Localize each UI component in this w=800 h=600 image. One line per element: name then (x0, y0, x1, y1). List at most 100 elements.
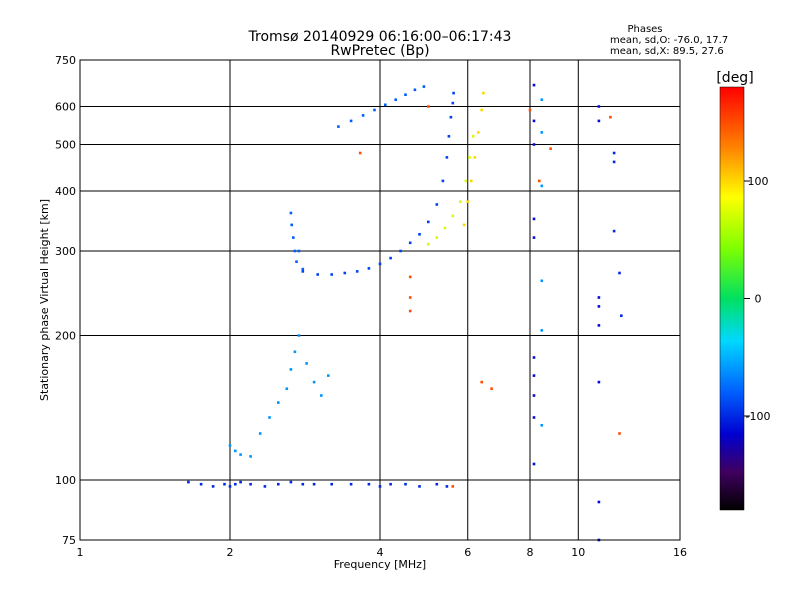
data-point (532, 217, 536, 221)
stats-line-x: mean, sd,X: 89.5, 27.6 (610, 46, 724, 57)
data-point (464, 179, 468, 183)
data-point (349, 119, 353, 123)
data-point (612, 151, 616, 155)
data-point (597, 380, 601, 384)
data-point (540, 131, 544, 134)
data-point (234, 449, 237, 453)
data-point (597, 500, 601, 504)
data-point (618, 432, 621, 435)
data-point (292, 236, 295, 239)
data-point (293, 350, 297, 354)
data-point (355, 270, 359, 273)
data-point (459, 200, 462, 203)
data-point (549, 147, 552, 150)
data-point (289, 368, 293, 371)
data-point (477, 131, 480, 134)
data-point (540, 184, 544, 188)
data-point (187, 480, 190, 484)
y-tick-label: 600 (55, 101, 76, 114)
data-point (451, 101, 455, 105)
data-point (249, 482, 252, 486)
data-point (408, 241, 412, 245)
data-point (532, 416, 536, 419)
data-point (399, 249, 402, 253)
data-point (239, 480, 242, 484)
x-tick-label: 8 (527, 546, 534, 559)
y-tick-label: 300 (55, 245, 76, 258)
data-point (378, 485, 382, 488)
data-point (449, 115, 453, 119)
data-point (268, 416, 271, 419)
data-point (301, 482, 305, 486)
y-tick-label: 750 (55, 54, 76, 67)
x-tick-label: 2 (227, 546, 234, 559)
data-point (320, 394, 323, 397)
data-point (297, 249, 301, 253)
y-tick-label: 500 (55, 139, 76, 152)
data-point (277, 401, 280, 404)
data-point (389, 256, 392, 260)
y-tick-labels: 75 100 200 300 400 500 600 750 (55, 54, 76, 547)
data-point (538, 179, 541, 183)
data-point (427, 220, 430, 224)
data-point (290, 223, 293, 227)
data-point (471, 135, 475, 138)
data-point (211, 485, 215, 488)
y-axis-label: Stationary phase Virtual Height [km] (38, 199, 51, 401)
data-point (330, 273, 333, 276)
x-tick-label: 10 (571, 546, 585, 559)
data-point (389, 482, 392, 486)
data-point (540, 279, 544, 283)
y-tick-label: 75 (62, 534, 76, 547)
data-point (404, 93, 407, 96)
data-point (223, 482, 226, 486)
data-point (532, 394, 536, 397)
data-point (312, 380, 316, 384)
data-point (228, 485, 232, 488)
stats-heading: Phases (627, 24, 662, 35)
data-point (532, 236, 536, 239)
data-point (263, 485, 267, 488)
data-point (451, 485, 455, 488)
data-points (187, 83, 623, 542)
data-point (447, 135, 451, 138)
data-point (297, 334, 301, 337)
data-point (445, 156, 449, 159)
data-point (480, 108, 483, 112)
data-point (443, 226, 447, 230)
data-point (289, 480, 293, 484)
x-tick-label: 6 (464, 546, 471, 559)
colorbar-tick-label: 0 (755, 293, 762, 306)
plot-frame (79, 59, 681, 541)
y-tick-label: 100 (55, 474, 76, 487)
data-point (305, 362, 308, 365)
data-point (228, 444, 232, 447)
data-point (435, 482, 439, 486)
data-point (295, 260, 298, 263)
data-point (378, 262, 382, 266)
data-point (285, 387, 289, 390)
data-point (258, 432, 262, 435)
data-point (337, 125, 340, 128)
colorbar-tick-label: -100 (746, 410, 771, 423)
data-point (597, 119, 601, 123)
chart-subtitle: RwPretec (Bp) (330, 43, 429, 59)
colorbar-ticks: 100 0 -100 (744, 175, 770, 423)
grid-lines (80, 60, 680, 540)
data-point (408, 296, 412, 299)
data-point (239, 453, 242, 456)
data-point (427, 105, 430, 108)
data-point (234, 482, 237, 486)
data-point (540, 424, 544, 427)
data-point (597, 296, 601, 299)
data-point (343, 271, 347, 275)
y-tick-label: 400 (55, 185, 76, 198)
data-point (597, 324, 601, 327)
data-point (330, 482, 333, 486)
colorbar-label: [deg] (716, 70, 753, 86)
data-point (367, 267, 371, 270)
data-point (408, 309, 412, 313)
data-point (445, 485, 449, 488)
data-point (249, 455, 252, 458)
